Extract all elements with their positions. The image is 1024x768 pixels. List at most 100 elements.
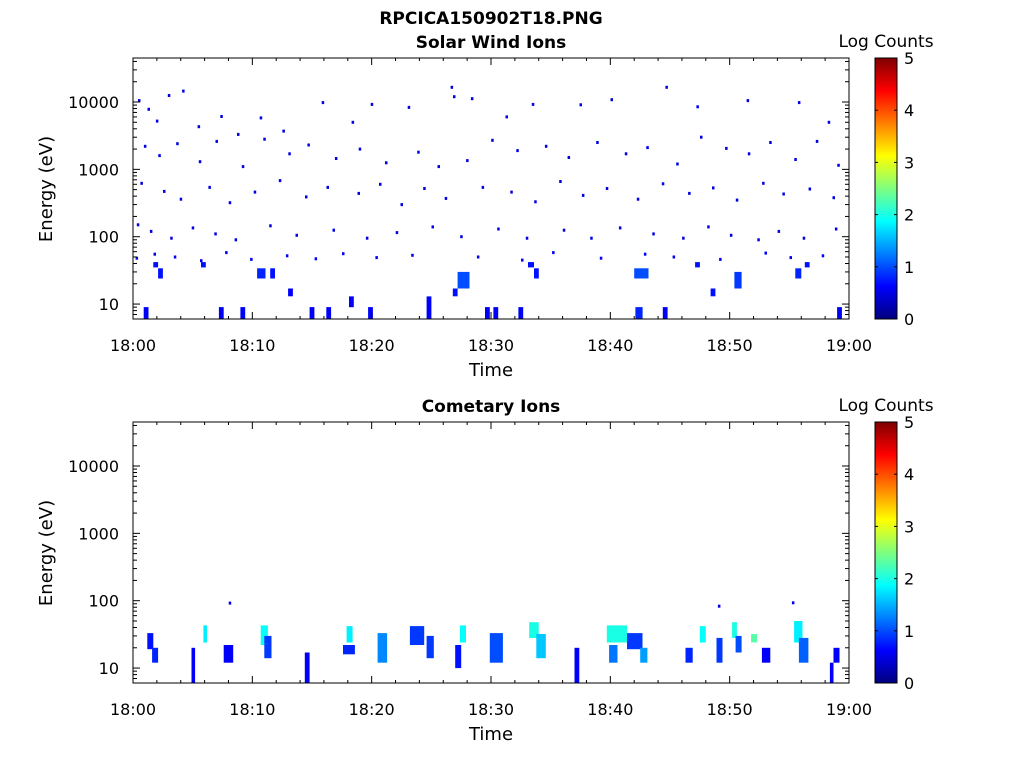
data-patch: [627, 633, 643, 650]
data-point: [395, 231, 399, 235]
data-point: [334, 157, 338, 160]
data-patch: [457, 271, 470, 289]
data-point: [581, 193, 585, 197]
data-point: [411, 253, 414, 257]
data-point: [191, 226, 195, 230]
data-point: [453, 95, 456, 99]
data-patch: [485, 307, 490, 319]
data-point: [295, 233, 298, 237]
colorbar: [874, 421, 898, 684]
colorbar-tick-label: 3: [904, 153, 914, 172]
data-point: [365, 236, 369, 240]
data-patch: [640, 647, 648, 663]
data-point: [516, 149, 519, 153]
data-point: [712, 186, 715, 190]
y-tick-label: 1000: [78, 524, 119, 543]
data-point: [321, 101, 325, 105]
data-point: [652, 232, 655, 236]
data-point: [636, 197, 640, 201]
figure-title: RPCICA150902T18.PNG: [379, 9, 602, 29]
data-patch: [716, 637, 723, 663]
x-tick-label: 18:40: [587, 336, 633, 355]
data-point: [661, 182, 665, 186]
colorbar-tick-label: 0: [904, 674, 914, 693]
data-point: [198, 160, 202, 164]
data-point: [747, 152, 751, 156]
data-point: [552, 251, 555, 255]
data-patch: [735, 635, 742, 653]
data-patch: [426, 635, 434, 659]
data-point: [155, 119, 159, 123]
data-patch: [257, 268, 266, 279]
data-patch: [309, 307, 315, 319]
y-tick-label: 10000: [68, 93, 119, 112]
data-patch: [529, 622, 539, 638]
data-point: [228, 201, 232, 205]
colorbar-ticks: 0 1 2 3 4 5: [875, 413, 914, 693]
plot-area: [135, 85, 842, 319]
data-point: [735, 198, 739, 202]
data-point: [431, 225, 434, 229]
data-point: [764, 251, 767, 255]
data-point: [437, 165, 440, 169]
data-point: [762, 181, 765, 185]
data-patch: [343, 645, 355, 655]
data-point: [423, 187, 426, 190]
data-patch: [455, 645, 462, 669]
data-point: [676, 162, 679, 166]
axes: 18:00 18:10 18:20 18:30 18:40 18:50 19:00 10 100…: [68, 422, 872, 719]
data-point: [253, 190, 257, 194]
y-axis-label: Energy (eV): [36, 500, 57, 606]
y-axis-label: Energy (eV): [36, 136, 57, 242]
data-point: [307, 143, 310, 147]
data-point: [460, 235, 463, 239]
data-point: [590, 236, 593, 240]
data-patch: [147, 633, 154, 650]
data-point: [225, 251, 228, 255]
data-point: [696, 105, 699, 109]
data-patch: [201, 262, 206, 268]
colorbar-tick-label: 3: [904, 517, 914, 536]
data-point: [802, 236, 806, 240]
data-patch: [143, 307, 149, 319]
x-tick-label: 18:20: [349, 336, 395, 355]
data-patch: [837, 307, 842, 319]
data-patch: [685, 647, 693, 663]
data-point: [197, 125, 201, 129]
data-point: [821, 254, 825, 258]
data-patch: [798, 637, 809, 663]
data-patch: [751, 634, 758, 643]
x-tick-label: 18:20: [349, 700, 395, 719]
data-patch: [218, 307, 224, 319]
x-tick-label: 18:40: [587, 700, 633, 719]
x-tick-label: 18:00: [110, 336, 156, 355]
data-point: [234, 238, 238, 242]
data-point: [567, 156, 571, 159]
data-point: [263, 137, 266, 141]
x-tick-label: 18:30: [468, 336, 514, 355]
data-patch: [795, 268, 802, 279]
data-point: [746, 99, 750, 103]
data-patch: [794, 621, 803, 643]
axes: 18:00 18:10 18:20 18:30 18:40 18:50 19:00 10 100…: [68, 58, 872, 355]
data-patch: [634, 268, 649, 279]
x-tick-label: 19:00: [826, 700, 872, 719]
data-point: [351, 120, 355, 124]
data-point: [417, 150, 420, 154]
data-point: [400, 203, 403, 207]
data-point: [288, 152, 291, 156]
data-patch: [829, 662, 834, 683]
data-patch: [460, 625, 466, 643]
data-patch: [203, 625, 207, 643]
data-point: [470, 97, 474, 101]
data-point: [215, 139, 218, 143]
data-patch: [493, 307, 499, 319]
data-point: [158, 154, 161, 158]
data-point: [228, 601, 232, 605]
panel-title: Cometary Ions: [422, 397, 561, 417]
data-point: [832, 196, 835, 200]
data-patch: [609, 645, 618, 663]
data-point: [700, 135, 703, 139]
x-tick-label: 19:00: [826, 336, 872, 355]
